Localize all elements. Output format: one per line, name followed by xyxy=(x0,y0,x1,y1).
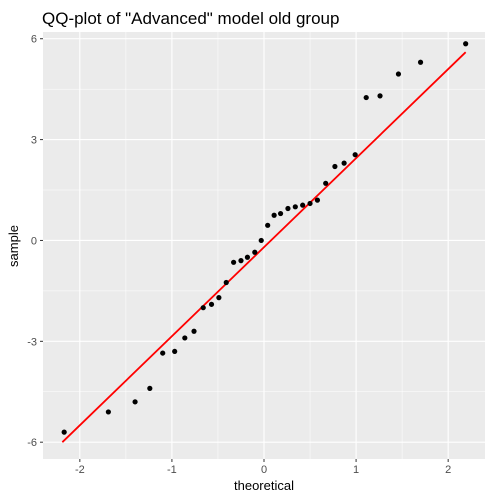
data-point xyxy=(191,328,197,334)
data-point xyxy=(200,305,206,311)
y-tick-label: -3 xyxy=(27,336,37,348)
data-point xyxy=(377,93,383,99)
data-point xyxy=(252,249,258,255)
y-tick-label: 3 xyxy=(31,135,37,147)
y-tick-label: 6 xyxy=(31,34,37,46)
data-point xyxy=(223,279,229,286)
data-point xyxy=(61,429,67,435)
major-gridlines xyxy=(43,32,485,459)
reference-line xyxy=(61,51,467,443)
x-tick-label: 0 xyxy=(261,464,267,476)
data-points xyxy=(61,41,469,435)
x-tick-label: -1 xyxy=(167,464,177,476)
data-point xyxy=(307,200,313,207)
data-point xyxy=(160,350,166,356)
data-point xyxy=(323,180,329,186)
data-point xyxy=(208,301,215,307)
x-axis: -2 -1 0 1 2 xyxy=(75,459,451,476)
data-point xyxy=(417,59,424,65)
x-axis-title: theoretical xyxy=(234,478,294,493)
data-point xyxy=(172,348,178,355)
data-point xyxy=(332,163,338,170)
data-point xyxy=(105,409,111,415)
data-point xyxy=(182,335,188,341)
data-point xyxy=(265,222,271,228)
data-point xyxy=(238,258,244,264)
data-point xyxy=(132,399,138,405)
data-point xyxy=(395,71,402,77)
x-tick-label: -2 xyxy=(75,464,85,476)
y-axis: -6 -3 0 3 6 xyxy=(27,34,43,449)
reference-line-group xyxy=(61,51,467,443)
data-point xyxy=(363,94,369,101)
x-tick-label: 1 xyxy=(353,464,359,476)
data-point xyxy=(244,254,251,260)
data-point xyxy=(463,41,469,47)
data-point xyxy=(277,210,284,217)
data-point xyxy=(258,237,264,244)
data-point xyxy=(271,212,277,218)
data-point xyxy=(314,197,321,203)
data-point xyxy=(285,205,291,212)
data-point xyxy=(147,385,153,391)
y-tick-label: -6 xyxy=(27,437,37,449)
data-point xyxy=(231,259,237,265)
chart-title: QQ-plot of "Advanced" model old group xyxy=(42,9,339,28)
data-point xyxy=(300,202,306,208)
y-tick-label: 0 xyxy=(31,235,37,247)
data-point xyxy=(292,204,298,210)
data-point xyxy=(352,152,358,158)
x-tick-label: 2 xyxy=(445,464,451,476)
data-point xyxy=(341,160,347,166)
data-point xyxy=(216,295,222,301)
y-axis-title: sample xyxy=(6,225,21,267)
